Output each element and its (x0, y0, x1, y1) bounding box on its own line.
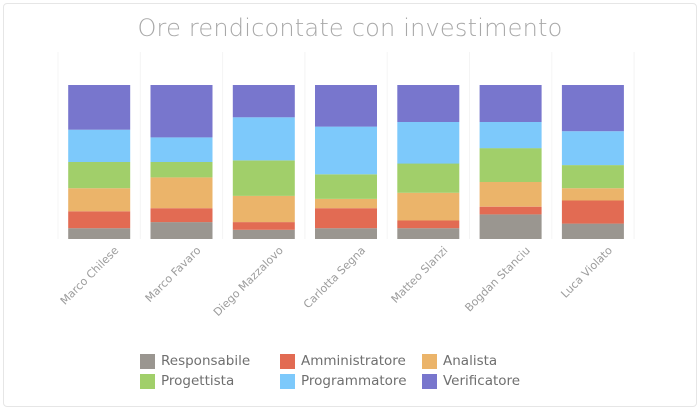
bar-marco-chilese-responsabile[interactable] (68, 228, 131, 239)
bar-marco-favaro-responsabile[interactable] (150, 222, 213, 239)
x-tick-label: Bogdan Stanciu (462, 244, 532, 314)
chart-title: Ore rendicontate con investimento (137, 14, 563, 42)
legend-swatch-progettista (140, 373, 155, 389)
bar-matteo-slanzi-progettista[interactable] (397, 163, 460, 193)
bar-marco-chilese-amministratore[interactable] (68, 211, 131, 229)
bar-diego-mazzalovo-programmatore[interactable] (232, 117, 295, 161)
bar-marco-favaro-analista[interactable] (150, 177, 213, 209)
bar-bogdan-stanciu-responsabile[interactable] (479, 214, 542, 239)
bar-matteo-slanzi-responsabile[interactable] (397, 228, 460, 239)
x-tick-label: Diego Mazzalovo (211, 244, 286, 319)
legend-item-progettista: Progettista (140, 372, 234, 390)
bar-luca-violato-verificatore[interactable] (561, 85, 624, 132)
x-tick-label: Carlotta Segna (301, 244, 368, 311)
bar-marco-favaro-amministratore[interactable] (150, 208, 213, 223)
bar-marco-favaro-verificatore[interactable] (150, 85, 213, 138)
x-tick-label: Luca Violato (558, 244, 615, 301)
legend-item-analista: Analista (422, 352, 497, 370)
stacked-bar-chart: Marco Chilese Marco Favaro Diego Mazzalovo… (57, 52, 635, 319)
bar-marco-favaro-progettista[interactable] (150, 162, 213, 178)
legend-item-responsabile: Responsabile (140, 352, 250, 370)
bar-bogdan-stanciu-programmatore[interactable] (479, 122, 542, 149)
bar-bogdan-stanciu-progettista[interactable] (479, 148, 542, 182)
bar-carlotta-segna-responsabile[interactable] (315, 228, 377, 239)
bar-marco-chilese-verificatore[interactable] (68, 85, 131, 130)
legend-item-amministratore: Amministratore (280, 352, 406, 370)
legend-swatch-responsabile (140, 353, 155, 369)
bar-diego-mazzalovo-analista[interactable] (232, 195, 295, 223)
bar-marco-chilese-analista[interactable] (68, 188, 131, 212)
bar-luca-violato-programmatore[interactable] (561, 131, 624, 166)
legend-label-verificatore: Verificatore (443, 373, 521, 389)
bar-diego-mazzalovo-responsabile[interactable] (232, 229, 295, 239)
bar-matteo-slanzi-amministratore[interactable] (397, 220, 460, 229)
bar-carlotta-segna-verificatore[interactable] (315, 85, 377, 127)
bar-diego-mazzalovo-progettista[interactable] (232, 160, 295, 196)
bar-carlotta-segna-progettista[interactable] (315, 174, 377, 199)
legend-label-responsabile: Responsabile (161, 353, 251, 369)
bar-matteo-slanzi-verificatore[interactable] (397, 85, 460, 122)
bar-carlotta-segna-amministratore[interactable] (315, 208, 377, 229)
bar-bogdan-stanciu-analista[interactable] (479, 182, 542, 207)
bar-diego-mazzalovo-amministratore[interactable] (232, 222, 295, 230)
bar-luca-violato-analista[interactable] (561, 188, 624, 201)
legend-label-programmatore: Programmatore (301, 373, 407, 389)
bar-matteo-slanzi-analista[interactable] (397, 192, 460, 221)
legend-swatch-verificatore (422, 373, 437, 389)
bar-luca-violato-responsabile[interactable] (561, 223, 624, 239)
bar-diego-mazzalovo-verificatore[interactable] (232, 85, 295, 118)
bar-matteo-slanzi-programmatore[interactable] (397, 122, 460, 164)
legend-swatch-analista (422, 353, 437, 369)
bar-marco-chilese-programmatore[interactable] (68, 129, 131, 162)
x-tick-label: Matteo Slanzi (389, 244, 451, 306)
bar-carlotta-segna-analista[interactable] (315, 199, 377, 209)
legend-label-progettista: Progettista (161, 373, 235, 389)
legend-item-programmatore: Programmatore (280, 372, 407, 390)
x-tick-label: Marco Favaro (143, 244, 204, 305)
legend-label-analista: Analista (443, 353, 498, 369)
x-tick-label: Marco Chilese (58, 244, 122, 308)
bar-marco-chilese-progettista[interactable] (68, 162, 131, 189)
bar-luca-violato-amministratore[interactable] (561, 200, 624, 224)
legend-swatch-amministratore (280, 353, 295, 369)
bar-marco-favaro-programmatore[interactable] (150, 137, 213, 162)
bar-carlotta-segna-programmatore[interactable] (315, 126, 377, 175)
bar-luca-violato-progettista[interactable] (561, 165, 624, 189)
legend-swatch-programmatore (280, 373, 295, 389)
bar-bogdan-stanciu-verificatore[interactable] (479, 85, 542, 122)
legend-item-verificatore: Verificatore (422, 372, 520, 390)
legend-label-amministratore: Amministratore (301, 353, 406, 369)
bar-bogdan-stanciu-amministratore[interactable] (479, 206, 542, 215)
